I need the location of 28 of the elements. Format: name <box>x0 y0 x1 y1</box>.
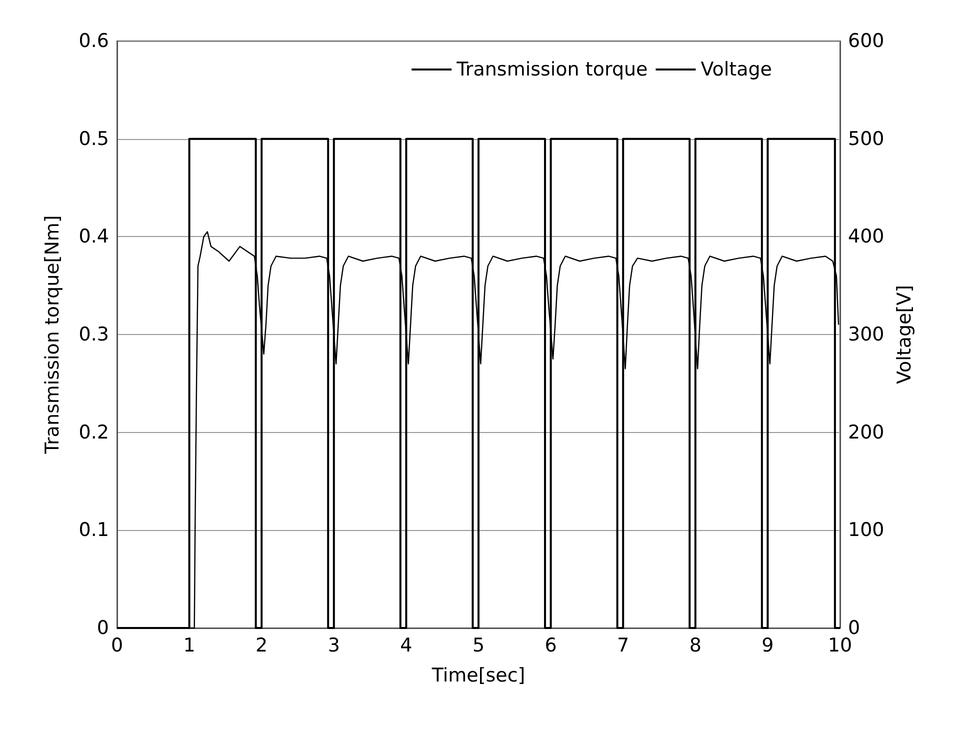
legend-label: Voltage <box>700 58 772 80</box>
y-tick-label: 0.5 <box>78 128 109 150</box>
y2-tick-label: 300 <box>848 324 884 346</box>
x-tick-label: 5 <box>472 634 485 656</box>
legend-label: Transmission torque <box>456 58 648 80</box>
x-tick-label: 8 <box>689 634 702 656</box>
x-tick-label: 3 <box>328 634 340 656</box>
x-tick-label: 6 <box>544 634 557 656</box>
y2-tick-label: 500 <box>848 128 884 150</box>
y2-tick-label: 100 <box>848 519 884 542</box>
x-tick-label: 0 <box>110 634 124 656</box>
y-tick-label: 0 <box>96 617 109 639</box>
y-tick-label: 0.4 <box>78 226 109 248</box>
y-tick-label: 0.1 <box>78 519 109 542</box>
y2-axis-title: Voltage[V] <box>894 284 916 384</box>
x-tick-label: 7 <box>617 634 630 656</box>
y2-tick-label: 400 <box>848 226 884 248</box>
y-tick-label: 0.6 <box>78 30 109 52</box>
x-tick-label: 2 <box>256 634 268 656</box>
y-axis-title: Transmission torque[Nm] <box>42 215 64 455</box>
y2-tick-label: 600 <box>848 30 884 52</box>
y2-tick-label: 200 <box>848 421 884 444</box>
x-tick-label: 4 <box>400 634 412 656</box>
y-tick-label: 0.2 <box>78 421 109 444</box>
x-tick-label: 9 <box>762 634 774 656</box>
x-axis-title: Time[sec] <box>430 664 526 686</box>
y-tick-label: 0.3 <box>78 324 109 346</box>
x-tick-label: 1 <box>183 634 196 656</box>
